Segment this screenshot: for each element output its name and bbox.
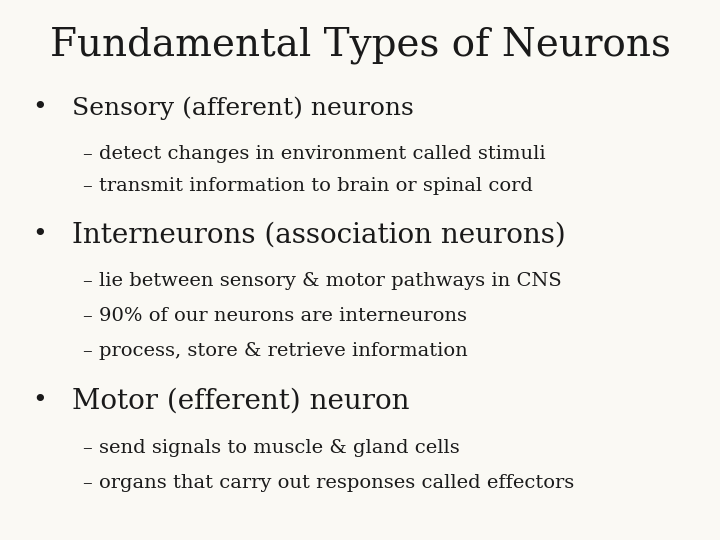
- Text: •: •: [32, 224, 47, 246]
- Text: Fundamental Types of Neurons: Fundamental Types of Neurons: [50, 27, 670, 64]
- Text: – organs that carry out responses called effectors: – organs that carry out responses called…: [83, 474, 574, 492]
- Text: – detect changes in environment called stimuli: – detect changes in environment called s…: [83, 145, 546, 163]
- Text: •: •: [32, 389, 47, 412]
- Text: – 90% of our neurons are interneurons: – 90% of our neurons are interneurons: [83, 307, 467, 325]
- Text: – send signals to muscle & gland cells: – send signals to muscle & gland cells: [83, 439, 459, 457]
- Text: Sensory (afferent) neurons: Sensory (afferent) neurons: [72, 96, 414, 120]
- Text: •: •: [32, 97, 47, 119]
- Text: – process, store & retrieve information: – process, store & retrieve information: [83, 342, 467, 360]
- Text: – transmit information to brain or spinal cord: – transmit information to brain or spina…: [83, 177, 533, 195]
- Text: Motor (efferent) neuron: Motor (efferent) neuron: [72, 387, 410, 414]
- Text: Interneurons (association neurons): Interneurons (association neurons): [72, 221, 566, 248]
- Text: – lie between sensory & motor pathways in CNS: – lie between sensory & motor pathways i…: [83, 272, 562, 290]
